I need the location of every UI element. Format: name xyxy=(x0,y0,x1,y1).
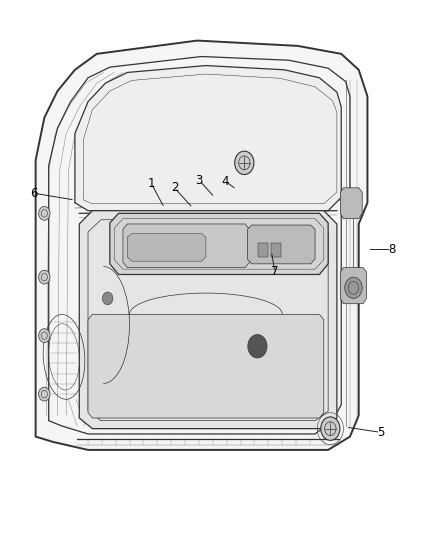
Polygon shape xyxy=(258,243,268,257)
Polygon shape xyxy=(88,314,324,418)
Text: 4: 4 xyxy=(222,175,230,188)
Polygon shape xyxy=(247,225,315,264)
Text: 8: 8 xyxy=(388,243,395,256)
Circle shape xyxy=(39,206,50,220)
Polygon shape xyxy=(340,188,362,219)
Circle shape xyxy=(321,417,340,440)
Circle shape xyxy=(102,292,113,305)
Text: 6: 6 xyxy=(30,187,37,200)
Polygon shape xyxy=(35,41,367,450)
Text: 1: 1 xyxy=(148,177,155,190)
Text: 3: 3 xyxy=(196,174,203,187)
Circle shape xyxy=(39,387,50,401)
Polygon shape xyxy=(127,233,206,261)
Polygon shape xyxy=(272,243,281,257)
Polygon shape xyxy=(79,211,337,429)
Text: 7: 7 xyxy=(271,265,279,278)
Text: 2: 2 xyxy=(171,181,178,195)
Polygon shape xyxy=(340,268,367,304)
Polygon shape xyxy=(110,213,328,274)
Circle shape xyxy=(39,270,50,284)
Circle shape xyxy=(248,335,267,358)
Circle shape xyxy=(235,151,254,174)
Polygon shape xyxy=(123,224,250,268)
Polygon shape xyxy=(75,66,341,211)
Circle shape xyxy=(39,329,50,343)
Text: 5: 5 xyxy=(377,426,384,439)
Circle shape xyxy=(345,277,362,298)
